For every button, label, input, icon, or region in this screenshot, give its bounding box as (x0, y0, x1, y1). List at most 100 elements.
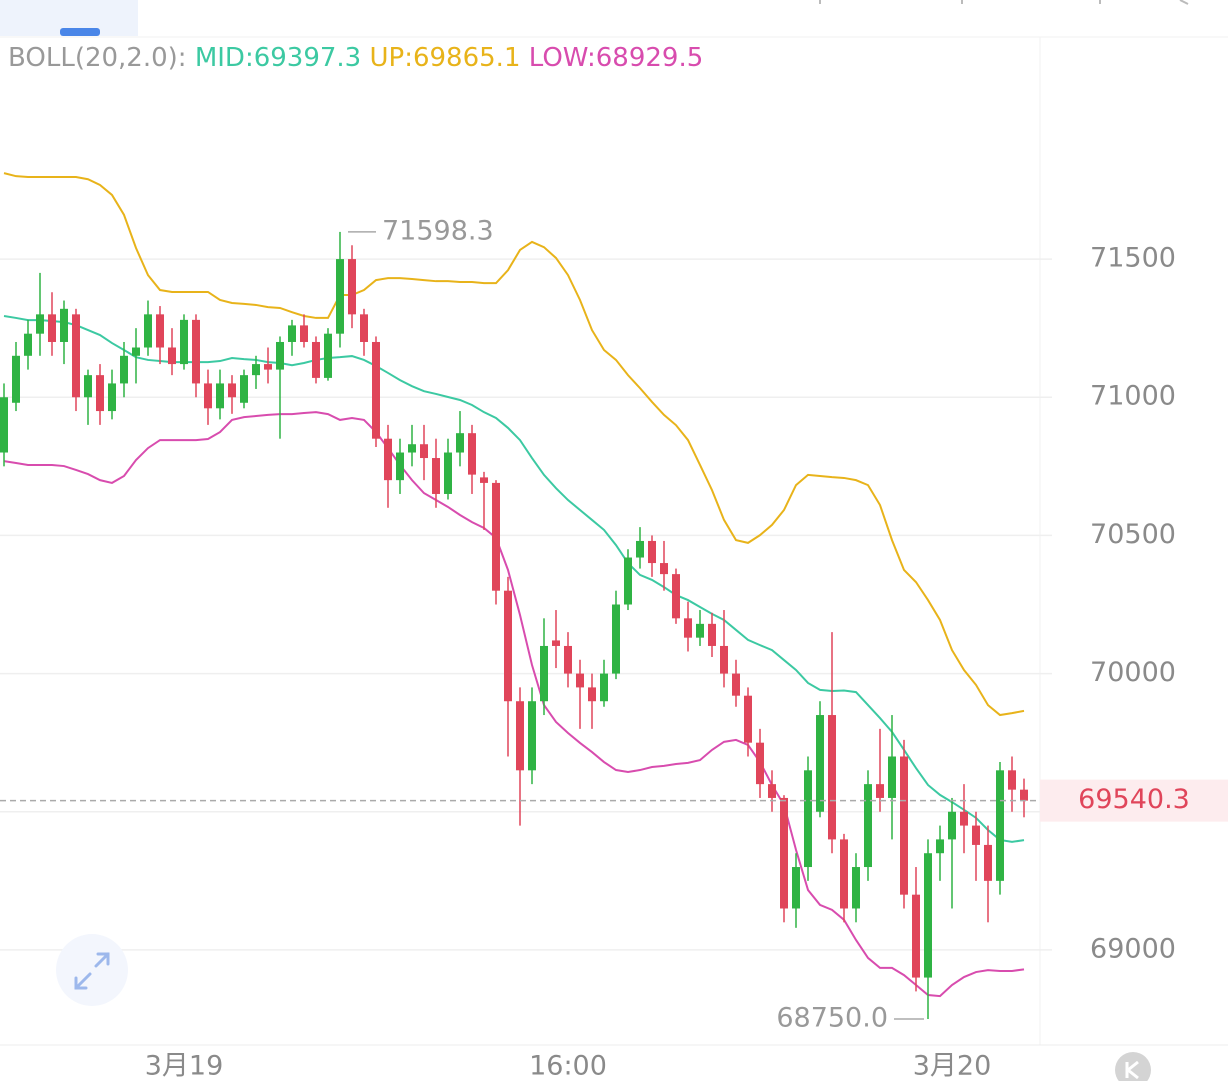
candle-body (936, 839, 944, 854)
candle-body (108, 383, 116, 412)
candle-body (396, 452, 404, 481)
x-tick-label: 3月20 (913, 1051, 992, 1081)
candle-body (156, 314, 164, 348)
candle-body (624, 557, 632, 605)
candle-body (504, 590, 512, 702)
y-tick-label: 71000 (1090, 381, 1176, 412)
y-tick-label: 70000 (1090, 657, 1176, 688)
candle-body (732, 673, 740, 696)
candle-body (492, 482, 500, 591)
candle-body (756, 742, 764, 785)
candle-body (708, 623, 716, 646)
candle-body (912, 894, 920, 978)
candle-body (540, 645, 548, 702)
candle-body (648, 540, 656, 564)
candle-body (828, 715, 836, 840)
candle-body (684, 618, 692, 638)
high-label: 71598.3 (382, 215, 494, 246)
candle-body (12, 355, 20, 403)
candle-body (576, 673, 584, 688)
candle-body (516, 701, 524, 771)
candle-body (228, 383, 236, 398)
candle-body (888, 756, 896, 798)
y-tick-label: 71500 (1090, 243, 1176, 274)
candle-body (1008, 770, 1016, 790)
candle-body (252, 364, 260, 376)
low-label: 68750.0 (776, 1003, 888, 1034)
candle-body (852, 867, 860, 909)
candle-body (96, 375, 104, 412)
candle-body (180, 319, 188, 365)
band-line (3, 315, 1025, 843)
candle-body (972, 825, 980, 845)
candle-body (240, 375, 248, 403)
candle-body (948, 811, 956, 840)
candle-body (456, 433, 464, 453)
overlay: 71598.3 68750.0 69540.3 (0, 215, 1228, 1034)
candle-body (600, 673, 608, 702)
candle-body (864, 784, 872, 868)
last-price-label: 69540.3 (1078, 784, 1190, 815)
candle-body (984, 844, 992, 881)
candle-body (300, 325, 308, 342)
candle-body (744, 695, 752, 743)
candle-body (60, 308, 68, 342)
candle-body (720, 645, 728, 674)
candle-body (636, 540, 644, 558)
candle-body (996, 770, 1004, 881)
candle-body (192, 319, 200, 384)
candle-body (564, 645, 572, 674)
candle-body (444, 452, 452, 494)
candle-body (816, 715, 824, 812)
tab-indicator (60, 28, 100, 36)
candle-body (612, 604, 620, 674)
candle-body (924, 853, 932, 978)
candle-body (0, 397, 8, 453)
indicator-legend: BOLL(20,2.0): MID:69397.3 UP:69865.1 LOW… (8, 43, 703, 73)
candle-body (84, 375, 92, 398)
candle-body (468, 433, 476, 475)
mid-label: MID:69397.3 (195, 43, 361, 73)
candle-body (420, 444, 428, 459)
candle-body (768, 784, 776, 798)
candle-body (336, 259, 344, 334)
candle-body (348, 259, 356, 315)
candle-body (588, 687, 596, 702)
expand-button[interactable] (56, 934, 128, 1006)
candle-body (528, 701, 536, 771)
candle-body (288, 325, 296, 342)
candle-body (672, 574, 680, 619)
y-tick-label: 69000 (1090, 933, 1176, 964)
candle-body (408, 444, 416, 453)
candle-body (312, 341, 320, 378)
candle-body (840, 839, 848, 909)
candle-body (660, 563, 668, 575)
candle-body (960, 811, 968, 826)
candle-body (324, 333, 332, 378)
candle-body (384, 438, 392, 481)
band-line (3, 411, 1025, 998)
candle-body (120, 355, 128, 384)
candle-body (804, 770, 812, 868)
candle-body (432, 458, 440, 494)
candle-body (204, 383, 212, 409)
bands (3, 172, 1025, 998)
y-tick-label: 70500 (1090, 519, 1176, 550)
candle-body (792, 867, 800, 909)
candle-body (132, 347, 140, 356)
candle-body (276, 341, 284, 370)
candles (0, 231, 1028, 1020)
candle-body (216, 383, 224, 409)
candle-body (48, 314, 56, 342)
candle-body (1020, 789, 1028, 801)
candle-body (480, 477, 488, 483)
toolbar-marks (819, 0, 1189, 5)
candle-body (372, 341, 380, 439)
candle-body (264, 364, 272, 370)
grid: 6900069500700007050071000715003月1916:003… (0, 243, 1176, 1081)
candle-body (72, 314, 80, 398)
last-price-box (1040, 779, 1228, 822)
candle-body (360, 314, 368, 342)
k-button[interactable] (1115, 1052, 1151, 1081)
